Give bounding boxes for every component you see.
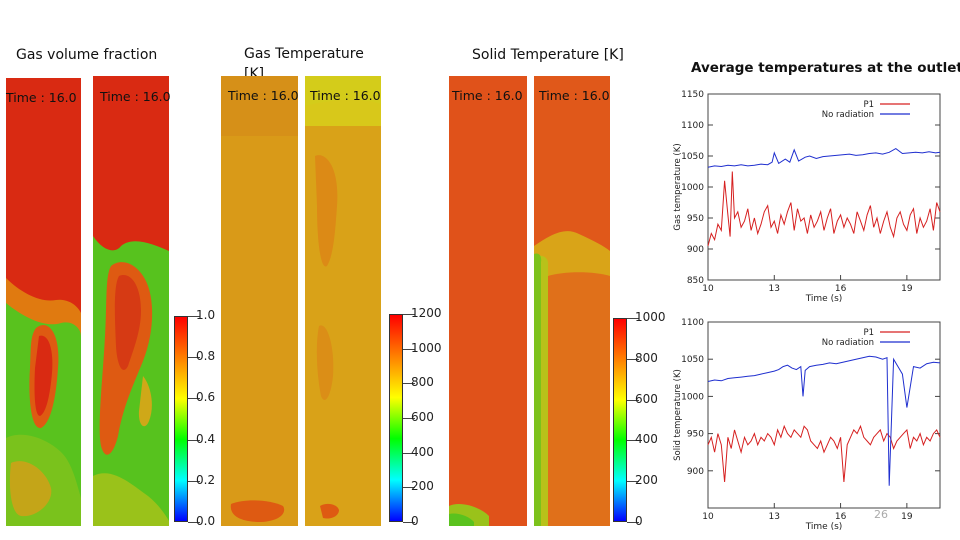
x-axis-label: Time (s) — [805, 294, 843, 304]
colorbar-tick-label: 400 — [635, 432, 658, 447]
colorbar-tick-mark — [627, 358, 639, 360]
colorbar-tick-label: 0.8 — [196, 349, 216, 364]
colorbar-tick-label: 1200 — [411, 306, 442, 320]
x-axis-label: Time (s) — [805, 522, 843, 532]
y-tick-label: 950 — [687, 214, 704, 224]
colorbar-tick-mark — [403, 383, 415, 385]
x-tick-label: 10 — [702, 284, 714, 294]
solid-temperature-contour-p2 — [534, 76, 610, 526]
x-tick-label: 10 — [702, 512, 714, 522]
colorbar-tick-label: 0.4 — [196, 431, 216, 446]
y-tick-label: 1050 — [681, 355, 704, 365]
gas-temperature-unit: [K] — [244, 66, 265, 76]
colorbar-tick-mark — [403, 487, 415, 489]
time-label: Time : 16.0 — [310, 88, 381, 103]
y-axis-label: Gas temperature (K) — [673, 143, 683, 230]
y-tick-label: 1150 — [681, 90, 704, 100]
colorbar-tick-mark — [188, 316, 200, 317]
gas-temperature-title: Gas Temperature — [244, 46, 364, 62]
legend-label: No radiation — [822, 110, 874, 120]
y-tick-label: 900 — [687, 467, 704, 477]
solid-temperature-contour-p1 — [449, 76, 527, 526]
y-tick-label: 1050 — [681, 152, 704, 162]
colorbar-tick-mark — [188, 522, 200, 523]
series-line-p1 — [707, 171, 941, 247]
y-tick-label: 1100 — [681, 318, 704, 328]
colorbar-tick-mark — [188, 398, 200, 400]
series-line-no-radiation — [707, 355, 941, 486]
gas-volume-fraction-contour-p2 — [93, 76, 169, 526]
colorbar-tick-mark — [627, 399, 639, 401]
colorbar-tick-label: 1000 — [411, 340, 442, 355]
y-tick-label: 1000 — [681, 183, 704, 193]
legend-label: No radiation — [822, 338, 874, 348]
colorbar-tick-label: 1.0 — [196, 308, 216, 322]
colorbar-tick-mark — [403, 348, 415, 350]
colorbar-tick-mark — [188, 357, 200, 359]
colorbar-tick-mark — [403, 314, 415, 315]
legend-label: P1 — [863, 100, 874, 110]
page-number: 26 — [874, 508, 888, 521]
time-label: Time : 16.0 — [228, 88, 299, 103]
time-label: Time : 16.0 — [539, 88, 610, 103]
y-axis-label: Solid temperature (K) — [673, 369, 683, 461]
colorbar-tick-label: 800 — [635, 350, 658, 365]
solid-temperature-title: Solid Temperature [K] — [472, 47, 624, 63]
colorbar-tick-mark — [627, 481, 639, 483]
gas-volume-fraction-contour-p1 — [6, 78, 81, 526]
x-tick-label: 19 — [901, 512, 913, 522]
y-tick-label: 950 — [687, 430, 704, 440]
gas-temperature-plot: 850 900 950 1000 1050 1100 1150 10 13 16 19 Time (s… — [673, 90, 941, 304]
legend-label: P1 — [863, 328, 874, 338]
colorbar-tick-label: 0.6 — [196, 390, 216, 405]
colorbar-tick-mark — [627, 318, 639, 319]
x-tick-label: 13 — [769, 284, 780, 294]
plot-frame — [707, 321, 941, 509]
volume-fraction-colorbar — [174, 316, 188, 522]
y-tick-label: 900 — [687, 245, 704, 255]
time-label: Time : 16.0 — [6, 90, 77, 105]
series-line-p1 — [707, 424, 941, 483]
colorbar-tick-label: 0.2 — [196, 472, 216, 487]
colorbar-tick-label: 600 — [635, 391, 658, 406]
solid-temperature-plot: 900 950 1000 1050 1100 10 13 16 19 Time (s) Solid … — [673, 318, 941, 532]
y-tick-label: 850 — [687, 276, 704, 286]
x-tick-label: 19 — [901, 284, 913, 294]
plot-frame — [707, 93, 941, 281]
colorbar-tick-label: 1000 — [635, 310, 666, 324]
colorbar-tick-mark — [188, 480, 200, 482]
gas-temperature-contour-p1 — [221, 76, 298, 526]
colorbar-tick-mark — [627, 440, 639, 442]
time-label: Time : 16.0 — [452, 88, 523, 103]
average-temperatures-title: Average temperatures at the outlet — [691, 60, 960, 76]
colorbar-tick-label: 0.0 — [196, 514, 216, 528]
x-tick-label: 16 — [835, 284, 847, 294]
colorbar-tick-mark — [188, 439, 200, 441]
solid-temperature-colorbar — [613, 318, 627, 522]
x-tick-label: 16 — [835, 512, 847, 522]
colorbar-tick-label: 0 — [411, 514, 419, 528]
colorbar-tick-label: 400 — [411, 444, 434, 459]
colorbar-tick-mark — [403, 522, 415, 523]
time-label: Time : 16.0 — [100, 89, 171, 104]
colorbar-tick-label: 600 — [411, 410, 434, 424]
colorbar-tick-mark — [403, 452, 415, 454]
gas-volume-fraction-title: Gas volume fraction — [16, 47, 158, 63]
colorbar-tick-label: 200 — [411, 479, 434, 494]
x-tick-label: 13 — [769, 512, 780, 522]
y-tick-label: 1100 — [681, 121, 704, 131]
colorbar-tick-mark — [403, 418, 415, 419]
colorbar-tick-mark — [627, 522, 639, 523]
colorbar-tick-label: 800 — [411, 375, 434, 390]
colorbar-tick-label: 200 — [635, 473, 658, 488]
gas-temperature-colorbar — [389, 314, 403, 522]
colorbar-tick-label: 0 — [635, 514, 643, 528]
gas-temperature-contour-p2 — [305, 76, 381, 526]
y-tick-label: 1000 — [681, 392, 704, 402]
series-line-no-radiation — [707, 148, 941, 168]
